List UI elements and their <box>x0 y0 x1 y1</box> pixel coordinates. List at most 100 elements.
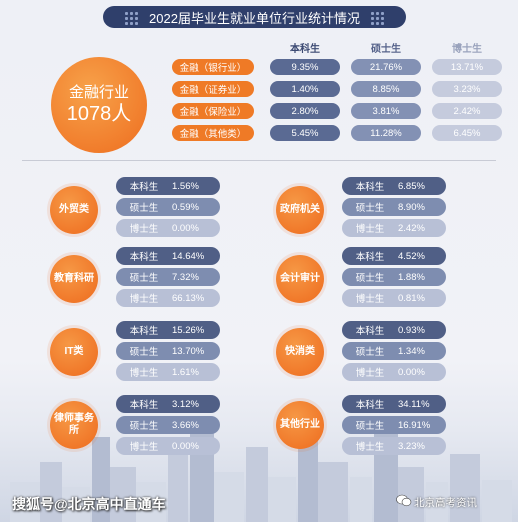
watermark-right: 北京高考资讯 <box>414 497 477 509</box>
pill-label: 硕士生 <box>129 347 159 358</box>
finance-doctor-value: 2.42% <box>432 103 502 119</box>
category-circle: 其他行业 <box>276 401 324 449</box>
pill-value: 1.56% <box>172 180 199 192</box>
pill-value: 66.13% <box>172 292 205 304</box>
finance-master-value: 21.76% <box>351 59 421 75</box>
pill-value: 15.26% <box>172 324 205 336</box>
pill-label: 本科生 <box>129 252 159 263</box>
pill-value: 0.59% <box>172 201 199 213</box>
category-doctor-pill: 博士生 3.23% <box>342 437 446 455</box>
category-circle: 会计审计 <box>276 255 324 303</box>
category-circle: 政府机关 <box>276 186 324 234</box>
pill-value: 6.85% <box>398 180 425 192</box>
watermark-left: 搜狐号@北京高中直通车 <box>12 496 166 512</box>
pill-label: 硕士生 <box>355 347 385 358</box>
finance-name: 金融行业 <box>68 84 129 101</box>
pill-label: 硕士生 <box>129 273 159 284</box>
finance-doctor-value: 3.23% <box>432 81 502 97</box>
pill-label: 本科生 <box>129 326 159 337</box>
finance-master-value: 8.85% <box>351 81 421 97</box>
pill-label: 本科生 <box>355 182 385 193</box>
dots-icon <box>371 12 384 25</box>
pill-value: 2.42% <box>398 222 425 234</box>
category-doctor-pill: 博士生 2.42% <box>342 219 446 237</box>
pill-value: 14.64% <box>172 250 205 262</box>
finance-bachelor-value: 9.35% <box>270 59 340 75</box>
pill-value: 7.32% <box>172 271 199 283</box>
finance-row-label: 金融（保险业） <box>172 103 254 119</box>
finance-count: 1078人 <box>66 103 132 125</box>
category-bachelor-pill: 本科生 34.11% <box>342 395 446 413</box>
pill-label: 硕士生 <box>355 203 385 214</box>
finance-bachelor-value: 2.80% <box>270 103 340 119</box>
category-doctor-pill: 博士生 1.61% <box>116 363 220 381</box>
pill-label: 硕士生 <box>355 273 385 284</box>
column-header-bachelor: 本科生 <box>290 44 320 55</box>
finance-doctor-value: 13.71% <box>432 59 502 75</box>
page-title: 2022届毕业生就业单位行业统计情况 <box>103 6 406 28</box>
category-master-pill: 硕士生 16.91% <box>342 416 446 434</box>
column-header-doctor: 博士生 <box>452 44 482 55</box>
category-bachelor-pill: 本科生 14.64% <box>116 247 220 265</box>
pill-value: 3.23% <box>398 440 425 452</box>
pill-label: 本科生 <box>355 400 385 411</box>
pill-label: 硕士生 <box>129 203 159 214</box>
category-master-pill: 硕士生 7.32% <box>116 268 220 286</box>
category-doctor-pill: 博士生 66.13% <box>116 289 220 307</box>
category-bachelor-pill: 本科生 3.12% <box>116 395 220 413</box>
pill-label: 博士生 <box>129 368 159 379</box>
divider <box>22 160 496 161</box>
finance-row-label: 金融（银行业） <box>172 59 254 75</box>
pill-value: 16.91% <box>398 419 431 431</box>
pill-label: 博士生 <box>355 294 385 305</box>
category-doctor-pill: 博士生 0.00% <box>116 437 220 455</box>
pill-value: 1.61% <box>172 366 199 378</box>
category-master-pill: 硕士生 8.90% <box>342 198 446 216</box>
wechat-icon <box>396 494 412 507</box>
pill-label: 硕士生 <box>129 421 159 432</box>
pill-value: 0.00% <box>172 440 199 452</box>
category-circle: 快消类 <box>276 328 324 376</box>
skyline-background <box>0 400 518 522</box>
category-bachelor-pill: 本科生 0.93% <box>342 321 446 339</box>
category-master-pill: 硕士生 1.34% <box>342 342 446 360</box>
category-master-pill: 硕士生 0.59% <box>116 198 220 216</box>
finance-bachelor-value: 1.40% <box>270 81 340 97</box>
category-bachelor-pill: 本科生 1.56% <box>116 177 220 195</box>
pill-value: 3.66% <box>172 419 199 431</box>
category-circle: IT类 <box>50 328 98 376</box>
pill-value: 13.70% <box>172 345 205 357</box>
finance-master-value: 3.81% <box>351 103 421 119</box>
pill-label: 博士生 <box>129 224 159 235</box>
category-circle: 外贸类 <box>50 186 98 234</box>
category-bachelor-pill: 本科生 15.26% <box>116 321 220 339</box>
category-doctor-pill: 博士生 0.00% <box>116 219 220 237</box>
category-master-pill: 硕士生 1.88% <box>342 268 446 286</box>
category-master-pill: 硕士生 13.70% <box>116 342 220 360</box>
pill-label: 本科生 <box>355 326 385 337</box>
pill-label: 博士生 <box>355 224 385 235</box>
pill-value: 4.52% <box>398 250 425 262</box>
pill-value: 8.90% <box>398 201 425 213</box>
pill-label: 博士生 <box>355 442 385 453</box>
pill-label: 博士生 <box>129 442 159 453</box>
finance-circle: 金融行业 1078人 <box>51 57 147 153</box>
finance-doctor-value: 6.45% <box>432 125 502 141</box>
pill-value: 34.11% <box>398 398 430 410</box>
pill-value: 0.00% <box>172 222 199 234</box>
category-master-pill: 硕士生 3.66% <box>116 416 220 434</box>
page-title-text: 2022届毕业生就业单位行业统计情况 <box>149 10 360 26</box>
pill-value: 0.81% <box>398 292 425 304</box>
dots-icon <box>125 12 138 25</box>
category-bachelor-pill: 本科生 6.85% <box>342 177 446 195</box>
pill-label: 本科生 <box>129 400 159 411</box>
column-header-master: 硕士生 <box>371 44 401 55</box>
finance-row-label: 金融（证券业） <box>172 81 254 97</box>
pill-value: 0.93% <box>398 324 425 336</box>
category-doctor-pill: 博士生 0.81% <box>342 289 446 307</box>
pill-value: 1.88% <box>398 271 425 283</box>
category-bachelor-pill: 本科生 4.52% <box>342 247 446 265</box>
pill-label: 硕士生 <box>355 421 385 432</box>
category-doctor-pill: 博士生 0.00% <box>342 363 446 381</box>
